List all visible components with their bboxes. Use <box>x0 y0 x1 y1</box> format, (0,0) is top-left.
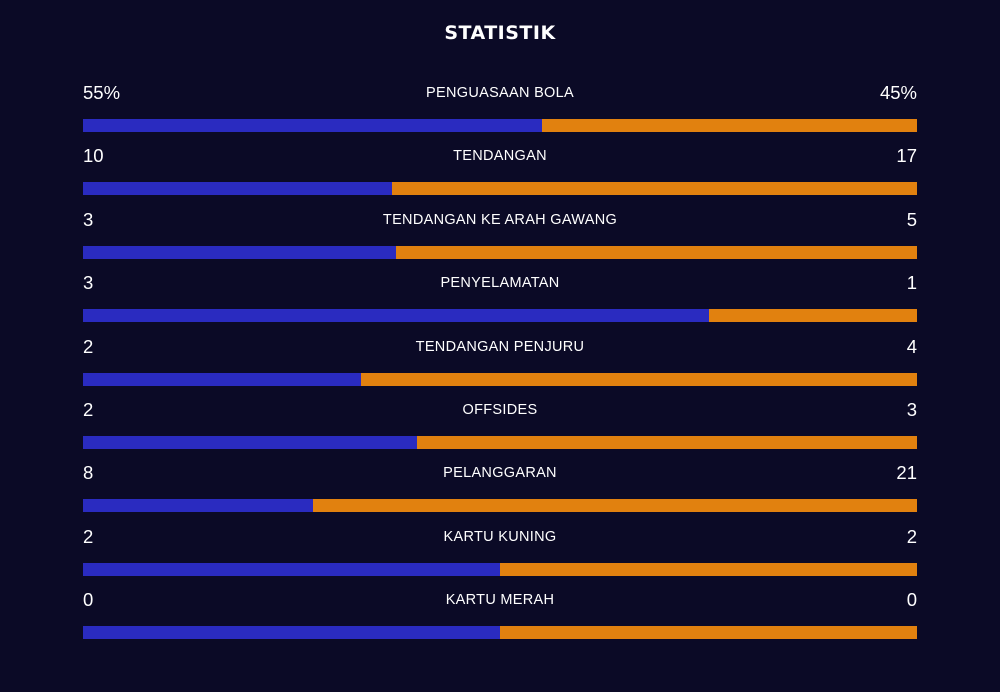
stat-row-tendangan-penjuru: 2 TENDANGAN PENJURU 4 <box>83 332 917 395</box>
stat-row-pelanggaran: 8 PELANGGARAN 21 <box>83 458 917 521</box>
home-bar-fill <box>83 182 392 196</box>
home-value: 3 <box>83 208 94 230</box>
stat-row-tendangan-ke-arah-gawang: 3 TENDANGAN KE ARAH GAWANG 5 <box>83 205 917 268</box>
away-value: 4 <box>906 335 917 357</box>
comparison-bar <box>83 562 917 576</box>
comparison-bar <box>83 119 917 132</box>
page-title: STATISTIK <box>444 22 556 44</box>
home-value: 2 <box>83 335 94 357</box>
stat-row-kartu-kuning: 2 KARTU KUNING 2 <box>83 522 917 585</box>
comparison-bar <box>83 372 917 386</box>
comparison-bar <box>83 182 917 196</box>
away-value: 5 <box>906 208 917 230</box>
home-value: 8 <box>83 462 94 484</box>
away-value: 2 <box>906 525 917 547</box>
stat-row-penguasaan-bola: 55% PENGUASAAN BOLA 45% <box>83 78 917 141</box>
stat-label: TENDANGAN <box>453 148 547 165</box>
comparison-bar <box>83 245 917 259</box>
away-bar-fill <box>541 119 917 132</box>
stat-label: PELANGGARAN <box>443 465 557 482</box>
away-value: 0 <box>906 589 917 611</box>
away-bar-fill <box>395 245 917 259</box>
comparison-bar <box>83 309 917 323</box>
home-value: 10 <box>83 145 104 167</box>
home-bar-fill <box>83 562 500 576</box>
away-bar-fill <box>708 309 917 323</box>
away-value: 3 <box>906 398 917 420</box>
home-value: 0 <box>83 589 94 611</box>
away-bar-fill <box>500 626 917 640</box>
away-bar-fill <box>360 372 917 386</box>
home-value: 55% <box>83 82 121 103</box>
away-bar-fill <box>500 562 917 576</box>
away-value: 45% <box>879 82 917 103</box>
stat-row-tendangan: 10 TENDANGAN 17 <box>83 141 917 204</box>
home-bar-fill <box>83 309 709 323</box>
stat-row-penyelamatan: 3 PENYELAMATAN 1 <box>83 268 917 331</box>
away-value: 17 <box>896 145 917 167</box>
away-bar-fill <box>313 499 917 513</box>
home-bar-fill <box>83 119 542 132</box>
away-bar-fill <box>416 435 917 449</box>
away-value: 21 <box>896 462 917 484</box>
away-value: 1 <box>906 272 917 294</box>
comparison-bar <box>83 626 917 640</box>
home-value: 2 <box>83 398 94 420</box>
comparison-bar <box>83 435 917 449</box>
stat-label: OFFSIDES <box>462 401 538 418</box>
stat-label: TENDANGAN PENJURU <box>415 338 585 355</box>
home-bar-fill <box>83 499 314 513</box>
home-value: 3 <box>83 272 94 294</box>
stats-list: 55% PENGUASAAN BOLA 45% 10 TENDANGAN 17 … <box>83 78 917 649</box>
home-bar-fill <box>83 435 417 449</box>
away-bar-fill <box>391 182 917 196</box>
home-value: 2 <box>83 525 94 547</box>
stat-label: TENDANGAN KE ARAH GAWANG <box>382 211 618 228</box>
stat-label: KARTU KUNING <box>443 528 557 545</box>
home-bar-fill <box>83 372 361 386</box>
home-bar-fill <box>83 245 396 259</box>
stat-label: PENGUASAAN BOLA <box>426 85 574 101</box>
stat-row-offsides: 2 OFFSIDES 3 <box>83 395 917 458</box>
home-bar-fill <box>83 626 500 640</box>
comparison-bar <box>83 499 917 513</box>
stat-label: KARTU MERAH <box>445 592 555 609</box>
stat-row-kartu-merah: 0 KARTU MERAH 0 <box>83 585 917 648</box>
stat-label: PENYELAMATAN <box>440 275 560 292</box>
